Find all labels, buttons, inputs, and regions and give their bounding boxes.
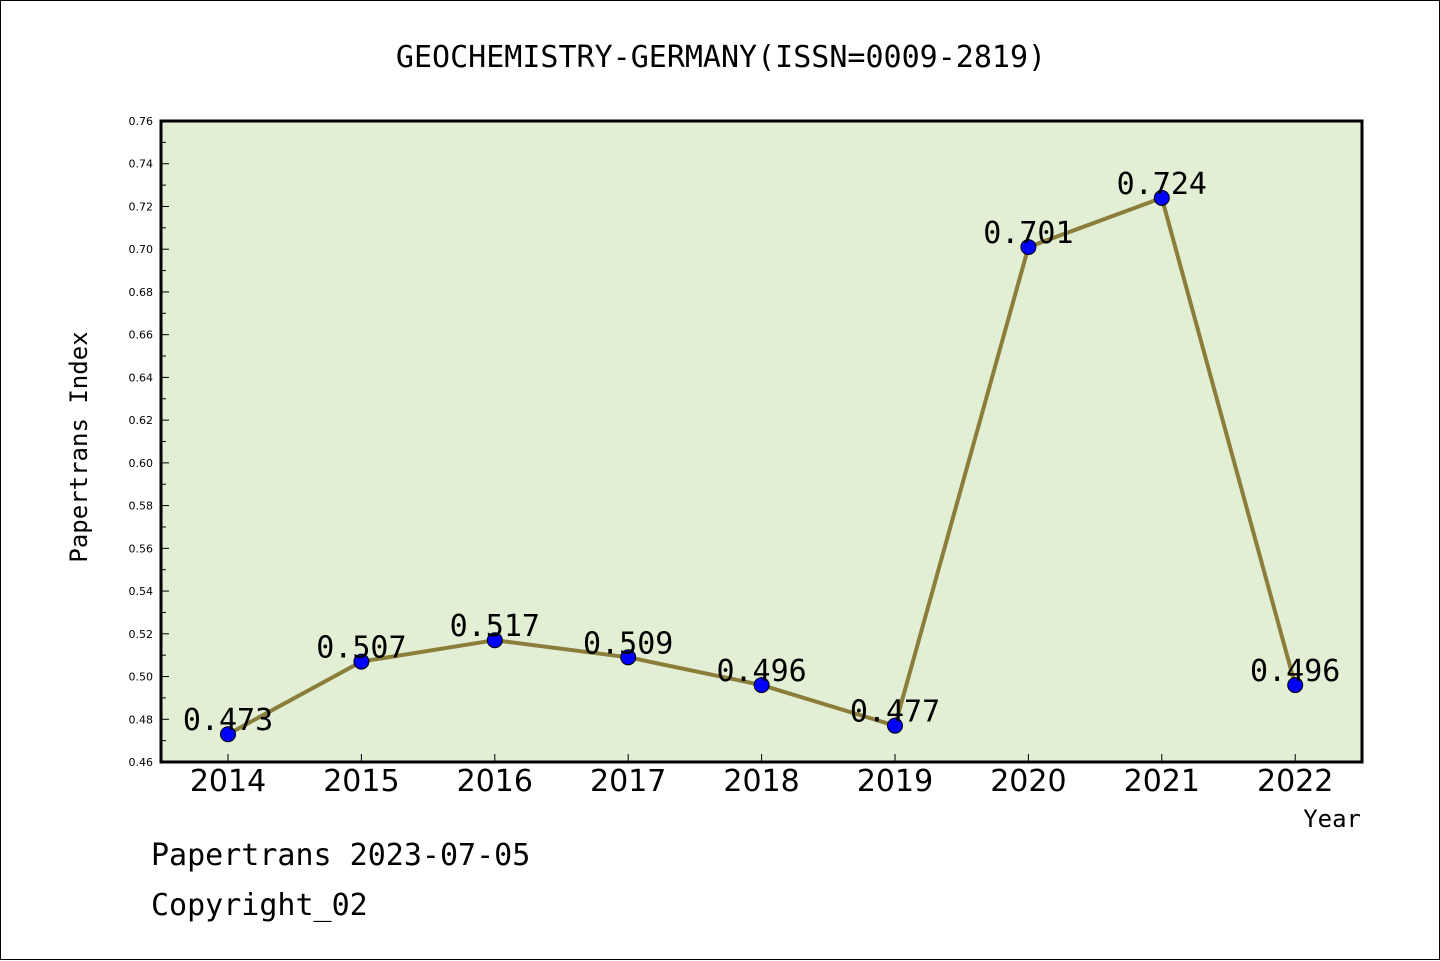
y-tick-label: 0.72 <box>129 200 154 213</box>
data-point <box>753 677 770 694</box>
y-tick-label: 0.76 <box>129 115 154 128</box>
data-point <box>486 632 503 649</box>
data-point <box>620 649 637 666</box>
data-label: 0.509 <box>583 626 673 661</box>
x-tick-label: 2021 <box>1124 764 1200 799</box>
x-tick-label: 2016 <box>457 764 533 799</box>
x-tick-label: 2014 <box>190 764 266 799</box>
y-tick-label: 0.60 <box>129 457 154 470</box>
data-label: 0.496 <box>716 654 806 689</box>
y-tick-label: 0.64 <box>129 371 154 384</box>
y-tick-label: 0.74 <box>129 158 154 171</box>
x-tick-label: 2022 <box>1257 764 1333 799</box>
y-tick-label: 0.62 <box>129 414 154 427</box>
y-axis-label: Papertrans Index <box>65 331 93 562</box>
data-point <box>220 726 236 743</box>
data-point <box>1153 189 1170 206</box>
data-point <box>887 717 903 734</box>
data-point <box>353 653 370 670</box>
footer-date: Papertrans 2023-07-05 <box>151 838 530 873</box>
data-label: 0.517 <box>450 609 540 644</box>
x-axis-label: Year <box>1303 805 1361 833</box>
y-tick-label: 0.50 <box>129 671 154 684</box>
data-label: 0.473 <box>183 703 273 738</box>
x-tick-label: 2019 <box>857 764 933 799</box>
x-tick-label: 2018 <box>723 764 799 799</box>
footer-copyright: Copyright_02 <box>151 888 368 923</box>
x-tick-label: 2017 <box>590 764 666 799</box>
data-label: 0.724 <box>1117 167 1207 202</box>
x-tick-label: 2020 <box>990 764 1066 799</box>
chart-title: GEOCHEMISTRY-GERMANY(ISSN=0009-2819) <box>396 40 1046 75</box>
series-group: 0.473 0.507 0.517 0.509 0.496 0.477 0.701 0.724… <box>183 167 1340 743</box>
data-label: 0.477 <box>850 695 940 730</box>
y-tick-label: 0.66 <box>129 329 154 342</box>
y-tick-label: 0.54 <box>129 585 154 598</box>
plot-border <box>159 119 1364 764</box>
y-axis: 0.46 0.48 0.50 0.52 0.54 0.56 0.58 0.60 0.62 0.64… <box>129 115 169 769</box>
y-tick-label: 0.52 <box>129 628 154 641</box>
y-tick-label: 0.56 <box>129 542 154 555</box>
y-tick-label: 0.70 <box>129 243 154 256</box>
x-tick-label: 2015 <box>323 764 399 799</box>
y-tick-label: 0.68 <box>129 286 154 299</box>
data-point <box>1020 239 1037 256</box>
y-tick-label: 0.46 <box>129 756 154 769</box>
data-label: 0.507 <box>316 631 406 666</box>
x-axis: 2014 2015 2016 2017 2018 2019 2020 2021 2022 <box>190 754 1333 799</box>
data-point <box>1287 677 1304 694</box>
data-label: 0.701 <box>983 216 1073 251</box>
data-label: 0.496 <box>1250 654 1340 689</box>
y-tick-label: 0.48 <box>129 713 154 726</box>
y-tick-label: 0.58 <box>129 500 154 513</box>
